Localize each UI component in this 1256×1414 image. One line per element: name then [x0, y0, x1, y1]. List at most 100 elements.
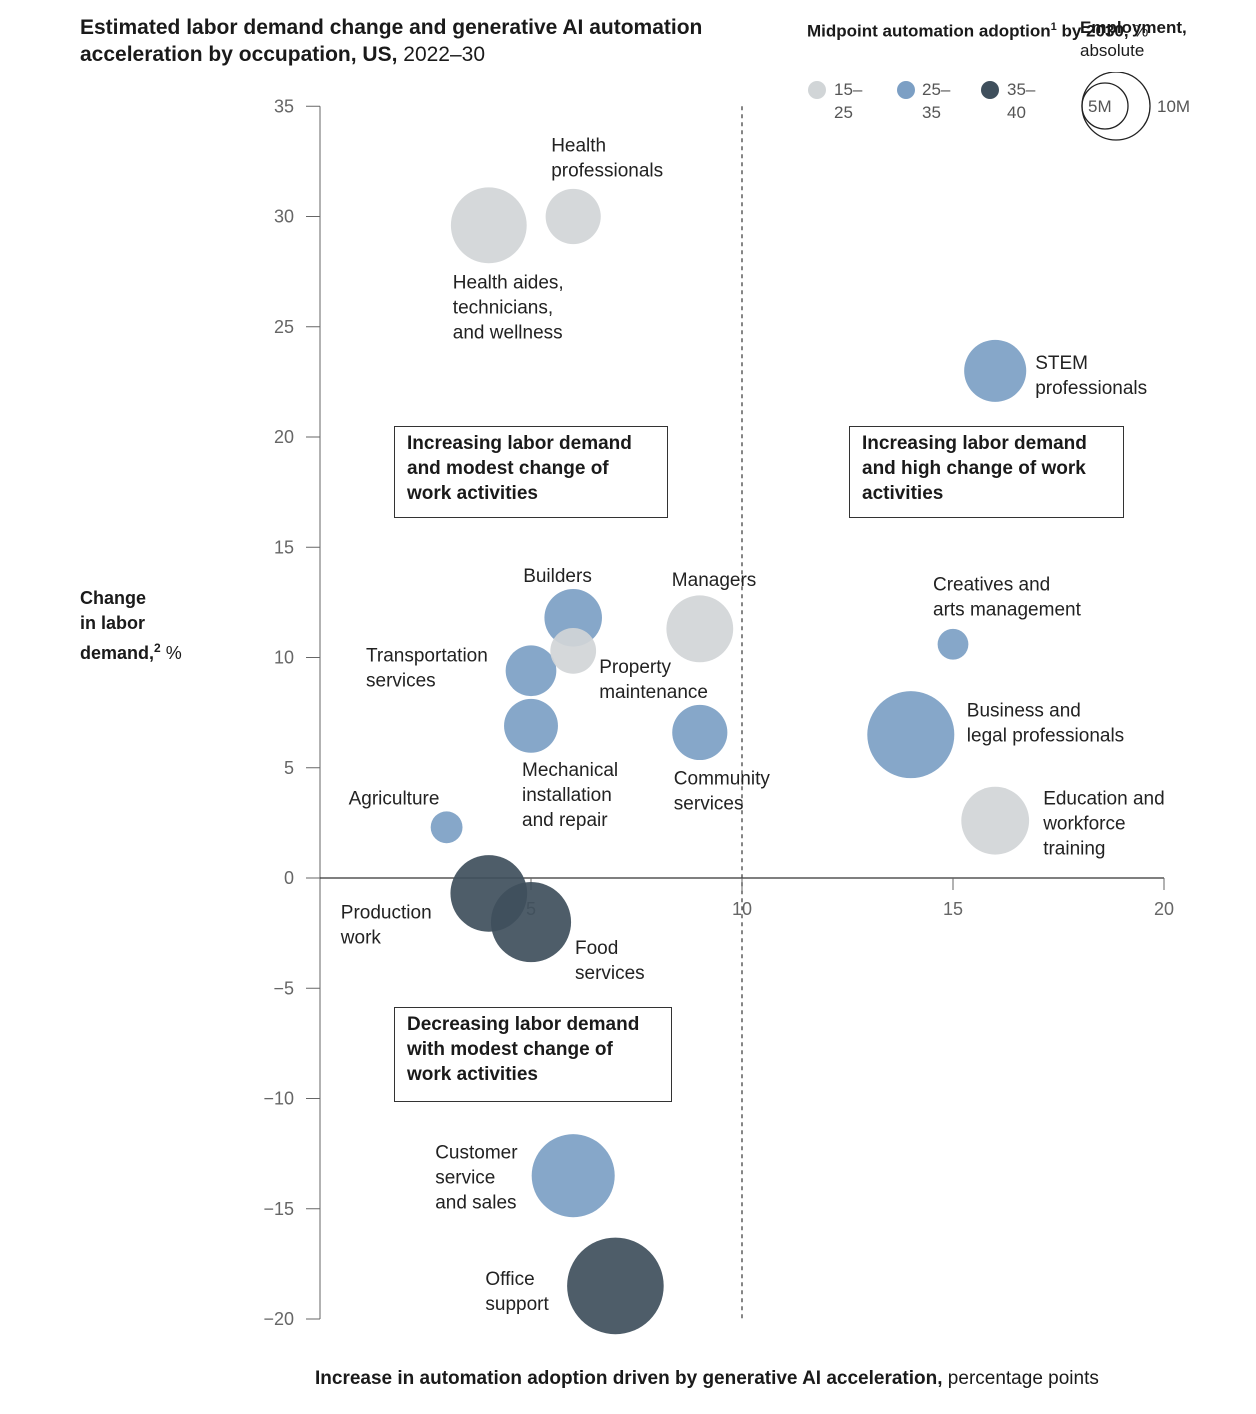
chart-title-years: 2022–30: [403, 43, 486, 66]
point-label-line: professionals: [1035, 378, 1147, 399]
point-label-line: services: [575, 963, 645, 984]
point-label-line: Creatives and: [933, 574, 1050, 595]
point-label: Creatives and arts management: [933, 574, 1082, 620]
bubble-stem-professionals: [964, 339, 1027, 402]
point-label: Customer service and sales: [435, 1143, 518, 1214]
chart-title-bold: Estimated labor demand change and genera…: [80, 16, 703, 66]
point-label: Health aides, technicians, and wellness: [453, 272, 564, 343]
bubble-customer-service-and-sales: [531, 1134, 615, 1218]
bubble-community-services: [672, 704, 728, 761]
point-label-line: services: [366, 671, 436, 692]
y-tick-label: −15: [263, 1199, 294, 1219]
point-label-line: Property: [599, 657, 671, 678]
legend-swatch-low: [808, 81, 826, 99]
point-label-line: professionals: [551, 161, 663, 182]
legend-label-high: 35– 40: [1007, 80, 1036, 122]
bubble-creatives-and-arts-management: [937, 628, 969, 660]
point-label-line: Health aides,: [453, 272, 564, 293]
size-legend-small-label: 5M: [1088, 97, 1112, 116]
point-label-line: legal professionals: [967, 726, 1124, 747]
bubble-managers: [666, 595, 734, 663]
y-tick-label: −20: [263, 1309, 294, 1329]
y-tick-label: 15: [274, 537, 294, 557]
point-label: Builders: [523, 566, 592, 587]
quadrant-bottom-left: Decreasing labor demand with modest chan…: [394, 1007, 672, 1102]
point-label-line: work: [340, 927, 382, 948]
point-label-line: Mechanical: [522, 760, 618, 781]
point-label-line: Business and: [967, 701, 1081, 722]
point-label-line: services: [674, 793, 744, 814]
bubble-production-work: [450, 855, 528, 932]
y-tick-label: 20: [274, 427, 294, 447]
point-label-line: support: [485, 1294, 549, 1315]
point-label: Office support: [485, 1269, 549, 1315]
point-label-line: Food: [575, 938, 618, 959]
point-label-line: and sales: [435, 1193, 516, 1214]
size-legend-large-label: 10M: [1157, 97, 1191, 116]
point-label: Property maintenance: [599, 657, 708, 703]
point-label-line: Office: [485, 1269, 534, 1290]
point-label-line: service: [435, 1168, 495, 1189]
point-label: Business and legal professionals: [967, 701, 1124, 747]
point-label: Mechanical installation and repair: [522, 760, 618, 831]
bubble-property-maintenance: [550, 627, 597, 674]
y-tick-label: 25: [274, 317, 294, 337]
bubble-mechanical-installation-and-repair: [504, 698, 558, 753]
size-legend-title: Employment, absolute: [1080, 18, 1187, 60]
size-legend-small-circle: [1081, 82, 1129, 130]
legend-swatch-high: [981, 81, 999, 99]
point-label-line: Managers: [672, 570, 757, 591]
y-tick-label: 0: [284, 868, 294, 888]
point-label-line: Health: [551, 136, 606, 157]
point-label-line: Agriculture: [349, 788, 440, 809]
point-label: Agriculture: [349, 788, 440, 809]
point-label: Managers: [672, 570, 757, 591]
point-label-line: installation: [522, 785, 612, 806]
point-label-line: Production: [341, 902, 432, 923]
point-label-line: Builders: [523, 566, 592, 587]
chart-title: Estimated labor demand change and genera…: [80, 14, 720, 68]
size-legend: [1081, 72, 1151, 141]
y-axis-label: Change in labor demand,2 %: [80, 588, 182, 663]
x-tick-label: 15: [943, 899, 963, 919]
quadrant-top-right: Increasing labor demand and high change …: [849, 426, 1124, 518]
y-tick-label: 10: [274, 648, 294, 668]
point-label: Community services: [674, 768, 771, 814]
x-axis-label: Increase in automation adoption driven b…: [315, 1368, 1099, 1389]
y-tick-label: −10: [263, 1089, 294, 1109]
point-label: Transportation services: [366, 646, 488, 692]
legend-label-low: 15– 25: [834, 80, 863, 122]
legend-label-mid: 25– 35: [922, 80, 951, 122]
bubble-business-and-legal-professionals: [867, 691, 955, 779]
bubble-agriculture: [430, 811, 463, 844]
point-label-line: Education and: [1043, 789, 1165, 810]
point-label: Production work: [340, 902, 432, 948]
point-label-line: technicians,: [453, 297, 553, 318]
point-label-line: Community: [674, 768, 771, 789]
point-label: Health professionals: [551, 136, 663, 182]
legend-swatch-mid: [897, 81, 915, 99]
point-label-line: maintenance: [599, 682, 708, 703]
y-tick-label: 30: [274, 207, 294, 227]
point-label: Education and workforce training: [1042, 789, 1165, 860]
point-label: Food services: [575, 938, 645, 984]
point-label-line: training: [1043, 839, 1105, 860]
point-label-line: STEM: [1035, 353, 1088, 374]
bubble-health-aides-technicians-and-wellness: [450, 187, 527, 264]
bubble-transportation-services: [505, 645, 557, 697]
x-tick-label: 20: [1154, 899, 1174, 919]
point-label: STEM professionals: [1035, 353, 1147, 399]
bubble-office-support: [567, 1237, 664, 1335]
quadrant-top-left: Increasing labor demand and modest chang…: [394, 426, 668, 518]
bubble-health-professionals: [545, 188, 601, 245]
point-label-line: and wellness: [453, 322, 563, 343]
point-label-line: workforce: [1042, 814, 1125, 835]
y-tick-label: −5: [273, 978, 294, 998]
color-legend-title: Midpoint automation adoption1 by 2030, %: [807, 21, 1149, 41]
point-label-line: arts management: [933, 599, 1082, 620]
y-tick-label: 35: [274, 96, 294, 116]
point-label-line: and repair: [522, 810, 608, 831]
point-label-line: Customer: [435, 1143, 518, 1164]
point-label-line: Transportation: [366, 646, 488, 667]
